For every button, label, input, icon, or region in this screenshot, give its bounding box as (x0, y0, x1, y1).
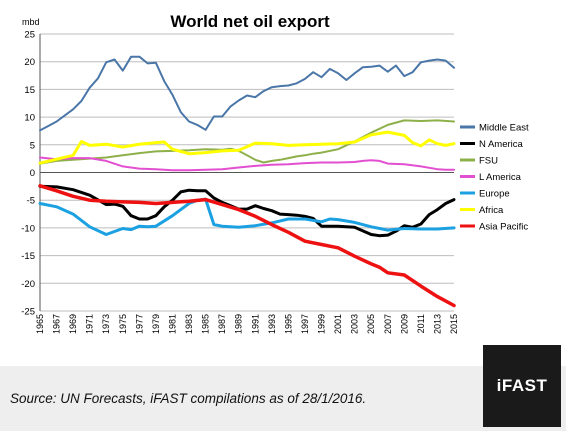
x-tick-labels: 1965 1967 1969 1971 1973 1975 1977 1979 1981 1983… (35, 314, 459, 334)
source-note: Source: UN Forecasts, iFAST compilations… (10, 391, 367, 406)
x-tick-label: 1997 (300, 314, 310, 334)
x-tick-label: 2003 (350, 314, 360, 334)
legend-label: Middle East (479, 123, 529, 134)
x-tick-label: 2013 (432, 314, 442, 334)
y-axis-unit-label: mbd (22, 17, 40, 27)
y-tick-label: 5 (30, 140, 35, 151)
y-tick-label: -25 (21, 307, 35, 318)
series-line-asia-pacific (38, 184, 456, 308)
series-line-middle-east (39, 55, 455, 132)
x-tick-label: 2007 (383, 314, 393, 334)
legend-label: Africa (479, 205, 504, 216)
y-tick-label: 25 (24, 30, 35, 41)
x-tick-label: 2001 (333, 314, 343, 334)
y-tick-label: 0 (30, 168, 35, 179)
y-tick-label: -15 (21, 251, 35, 262)
x-tick-label: 1999 (317, 314, 327, 334)
y-tick-labels: 25 20 15 10 5 0 -5 -10 -15 -20 -25 (21, 30, 35, 318)
x-tick-label: 1987 (217, 314, 227, 334)
legend: Middle East N America FSU L America Europe Af… (460, 123, 529, 233)
x-tick-label: 2005 (366, 314, 376, 334)
x-tick-label: 1977 (134, 314, 144, 334)
y-tick-label: 10 (24, 113, 35, 124)
grid (39, 33, 454, 312)
x-tick-label: 1981 (167, 314, 177, 334)
chart-title: World net oil export (170, 12, 330, 31)
x-tick-label: 1989 (234, 314, 244, 334)
x-tick-label: 1993 (267, 314, 277, 334)
source-footer: Source: UN Forecasts, iFAST compilations… (0, 366, 566, 431)
y-tick-label: 15 (24, 85, 35, 96)
series-line-n-america (38, 184, 456, 238)
x-tick-label: 1991 (250, 314, 260, 334)
x-tick-label: 1971 (85, 314, 95, 334)
legend-label: N America (479, 139, 524, 150)
x-tick-label: 1983 (184, 314, 194, 334)
x-tick-label: 1995 (283, 314, 293, 334)
x-tick-label: 1979 (151, 314, 161, 334)
legend-label: L America (479, 172, 522, 183)
legend-label: FSU (479, 156, 498, 167)
x-tick-label: 2015 (449, 314, 459, 334)
x-tick-label: 1985 (201, 314, 211, 334)
x-tick-label: 1973 (101, 314, 111, 334)
x-tick-label: 1969 (68, 314, 78, 334)
x-tick-label: 2011 (416, 314, 426, 333)
x-tick-label: 1967 (52, 314, 62, 334)
x-tick-label: 2009 (399, 314, 409, 334)
ifast-logo: iFAST (483, 345, 561, 427)
series-lines (38, 55, 456, 308)
series-line-africa (38, 130, 456, 165)
series-line-l-america (39, 156, 455, 172)
y-tick-label: -20 (21, 279, 35, 290)
series-line-fsu (39, 119, 455, 165)
series-line-europe (38, 197, 456, 236)
x-tick-label: 1965 (35, 314, 45, 334)
y-tick-label: 20 (24, 57, 35, 68)
y-tick-label: -5 (27, 196, 35, 207)
x-tick-label: 1975 (118, 314, 128, 334)
legend-label: Asia Pacific (479, 222, 528, 233)
chart: World net oil export mbd 2520151050-5-10… (21, 12, 529, 334)
legend-label: Europe (479, 189, 510, 200)
y-tick-label: -10 (21, 223, 35, 234)
